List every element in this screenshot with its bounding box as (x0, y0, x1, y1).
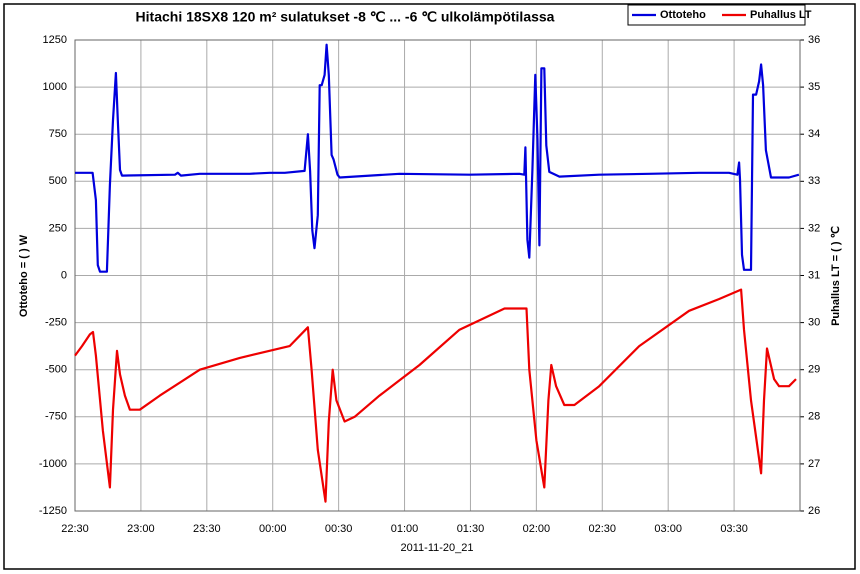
x-tick-label: 02:00 (523, 523, 551, 535)
x-tick-label: 22:30 (61, 523, 89, 535)
y-tick-label: 0 (61, 269, 67, 281)
y-tick-label: 1000 (43, 81, 67, 93)
legend-box (627, 4, 806, 26)
x-tick-label: 01:30 (457, 523, 485, 535)
y2-tick-label: 36 (808, 34, 820, 46)
y2-tick-label: 29 (808, 364, 820, 376)
y2-tick-label: 34 (808, 128, 820, 140)
y2-tick-label: 27 (808, 458, 820, 470)
y2-tick-label: 31 (808, 269, 820, 281)
x-tick-label: 00:30 (325, 523, 353, 535)
x-tick-label: 03:30 (720, 523, 748, 535)
y-tick-label: -250 (45, 317, 67, 329)
x-tick-label: 23:00 (127, 523, 155, 535)
plot-area (74, 39, 801, 512)
y-tick-label: 250 (49, 222, 67, 234)
y-tick-label: -1250 (39, 505, 67, 517)
y-tick-label: 750 (49, 128, 67, 140)
x-tick-label: 01:00 (391, 523, 419, 535)
y2-tick-label: 32 (808, 222, 820, 234)
y2-tick-label: 26 (808, 505, 820, 517)
series-line (74, 288, 797, 503)
frame (3, 3, 856, 570)
y-axis-label: Ottoteho = ( ) W (18, 234, 30, 317)
legend-label: Ottoteho (660, 9, 706, 21)
chart-title: Hitachi 18SX8 120 m² sulatukset -8 ℃ ...… (136, 9, 555, 25)
x-tick-label: 00:00 (259, 523, 287, 535)
x-tick-label: 23:30 (193, 523, 221, 535)
x-tick-label: 02:30 (589, 523, 617, 535)
y-tick-label: -750 (45, 411, 67, 423)
y-tick-label: 500 (49, 175, 67, 187)
x-axis-label: 2011-11-20_21 (401, 542, 474, 554)
y-tick-label: 1250 (43, 34, 67, 46)
y2-tick-label: 28 (808, 411, 820, 423)
y2-tick-label: 35 (808, 81, 820, 93)
series-line (75, 43, 800, 273)
x-tick-label: 03:00 (654, 523, 682, 535)
y-tick-label: -500 (45, 364, 67, 376)
y2-tick-label: 30 (808, 317, 820, 329)
y-tick-label: -1000 (39, 458, 67, 470)
y2-axis-label: Puhallus LT = ( ) ℃ (830, 226, 842, 326)
y2-tick-label: 33 (808, 175, 820, 187)
legend-label: Puhallus LT (750, 9, 812, 21)
